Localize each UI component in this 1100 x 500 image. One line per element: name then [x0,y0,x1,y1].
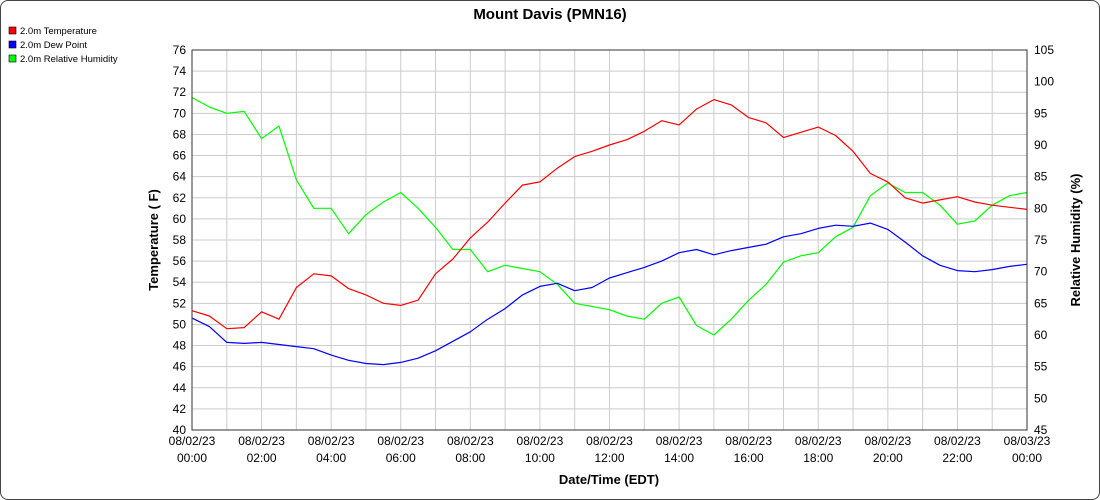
y-tick-label: 42 [173,402,187,416]
chart-title: Mount Davis (PMN16) [473,6,626,23]
plot-grid [191,49,1028,431]
y2-tick-label: 100 [1034,75,1054,89]
y-tick-label: 52 [173,296,187,310]
series-line-2-0m-temperature [191,98,1028,330]
legend-label: 2.0m Temperature [20,26,97,37]
x-tick-time: 14:00 [664,451,694,465]
y2-tick-label: 80 [1034,201,1048,215]
x-tick-date: 08/02/23 [586,434,633,448]
y-tick-label: 44 [173,381,187,395]
y-tick-label: 50 [173,317,187,331]
y-tick-label: 72 [173,85,187,99]
y-axis-ticks-right: 105 100 95 90 85 80 75 70 65 60 55 50 45 [1034,43,1054,437]
x-tick-time: 06:00 [386,451,416,465]
y-tick-label: 64 [173,170,187,184]
y-tick-label: 68 [173,127,187,141]
x-tick-time: 02:00 [247,451,277,465]
y-tick-label: 40 [173,423,187,437]
series-line-2-0m-relative-humidity [191,96,1028,336]
y2-tick-label: 60 [1034,328,1048,342]
legend-swatch [8,40,17,49]
y2-tick-label: 55 [1034,360,1048,374]
x-tick-date: 08/02/23 [934,434,981,448]
x-tick-date: 08/03/23 [1004,434,1051,448]
x-tick-time: 12:00 [594,451,624,465]
x-tick-date: 08/02/23 [238,434,285,448]
plot-area-border [191,49,1028,431]
legend-swatch [8,54,17,63]
series-layer [191,96,1028,366]
y2-tick-label: 50 [1034,391,1048,405]
y-tick-label: 56 [173,254,187,268]
y2-tick-label: 95 [1034,106,1048,120]
y-tick-label: 60 [173,212,187,226]
x-tick-time: 08:00 [455,451,485,465]
x-tick-time: 00:00 [1012,451,1042,465]
x-tick-date: 08/02/23 [169,434,216,448]
x-axis-title: Date/Time (EDT) [559,472,659,487]
x-tick-date: 08/02/23 [308,434,355,448]
y-tick-label: 54 [173,275,187,289]
y2-tick-label: 90 [1034,138,1048,152]
y2-tick-label: 45 [1034,423,1048,437]
x-tick-time: 04:00 [316,451,346,465]
chart-legend: 2.0m Temperature 2.0m Dew Point 2.0m Relat… [8,26,118,65]
x-tick-date: 08/02/23 [725,434,772,448]
y-tick-label: 48 [173,339,187,353]
y2-tick-label: 70 [1034,265,1048,279]
x-tick-date: 08/02/23 [656,434,703,448]
y-tick-label: 46 [173,360,187,374]
series-line-2-0m-dew-point [191,222,1028,366]
y-axis-ticks-left: 76 74 72 70 68 66 64 62 60 58 56 54 52 50 48 46 44 42 40 [173,43,187,437]
x-axis-ticks: 08/02/23 00:00 08/02/23 02:00 08/02/23 04:00 0… [169,434,1051,465]
x-tick-date: 08/02/23 [447,434,494,448]
y-axis-title-right: Relative Humidity (%) [1068,174,1083,307]
x-tick-date: 08/02/23 [517,434,564,448]
x-tick-time: 00:00 [177,451,207,465]
y2-tick-label: 75 [1034,233,1048,247]
x-tick-time: 22:00 [942,451,972,465]
x-tick-time: 16:00 [734,451,764,465]
x-tick-date: 08/02/23 [864,434,911,448]
y-axis-title-left: Temperature ( F) [146,189,161,291]
y2-tick-label: 105 [1034,43,1054,57]
x-tick-time: 10:00 [525,451,555,465]
y-tick-label: 70 [173,106,187,120]
y-tick-label: 76 [173,43,187,57]
y-tick-label: 74 [173,64,187,78]
y-tick-label: 58 [173,233,187,247]
legend-swatch [8,26,17,35]
y2-tick-label: 85 [1034,170,1048,184]
y-tick-label: 66 [173,149,187,163]
legend-label: 2.0m Dew Point [20,40,87,51]
y2-tick-label: 65 [1034,296,1048,310]
x-tick-date: 08/02/23 [377,434,424,448]
x-tick-date: 08/02/23 [795,434,842,448]
x-tick-time: 18:00 [803,451,833,465]
x-tick-time: 20:00 [873,451,903,465]
y-tick-label: 62 [173,191,187,205]
legend-label: 2.0m Relative Humidity [20,54,118,65]
